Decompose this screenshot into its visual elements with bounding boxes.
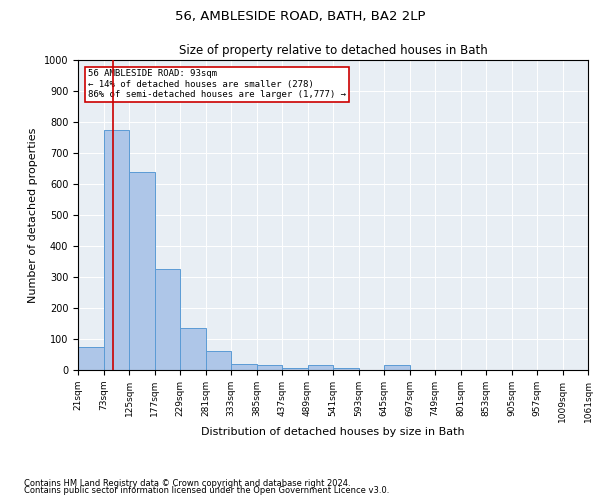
Bar <box>78 347 104 370</box>
Bar <box>257 366 282 370</box>
Bar <box>129 172 155 370</box>
Text: Contains HM Land Registry data © Crown copyright and database right 2024.: Contains HM Land Registry data © Crown c… <box>24 478 350 488</box>
Bar <box>384 366 410 370</box>
Bar <box>282 368 308 370</box>
Bar <box>180 328 205 370</box>
Text: Contains public sector information licensed under the Open Government Licence v3: Contains public sector information licen… <box>24 486 389 495</box>
Bar <box>333 368 359 370</box>
Y-axis label: Number of detached properties: Number of detached properties <box>28 128 38 302</box>
Bar <box>205 352 231 370</box>
Bar <box>104 130 129 370</box>
Text: 56, AMBLESIDE ROAD, BATH, BA2 2LP: 56, AMBLESIDE ROAD, BATH, BA2 2LP <box>175 10 425 23</box>
Title: Size of property relative to detached houses in Bath: Size of property relative to detached ho… <box>179 44 487 58</box>
Text: 56 AMBLESIDE ROAD: 93sqm
← 14% of detached houses are smaller (278)
86% of semi-: 56 AMBLESIDE ROAD: 93sqm ← 14% of detach… <box>88 70 346 99</box>
Bar <box>231 364 257 370</box>
X-axis label: Distribution of detached houses by size in Bath: Distribution of detached houses by size … <box>201 428 465 438</box>
Bar <box>155 269 180 370</box>
Bar <box>308 366 333 370</box>
